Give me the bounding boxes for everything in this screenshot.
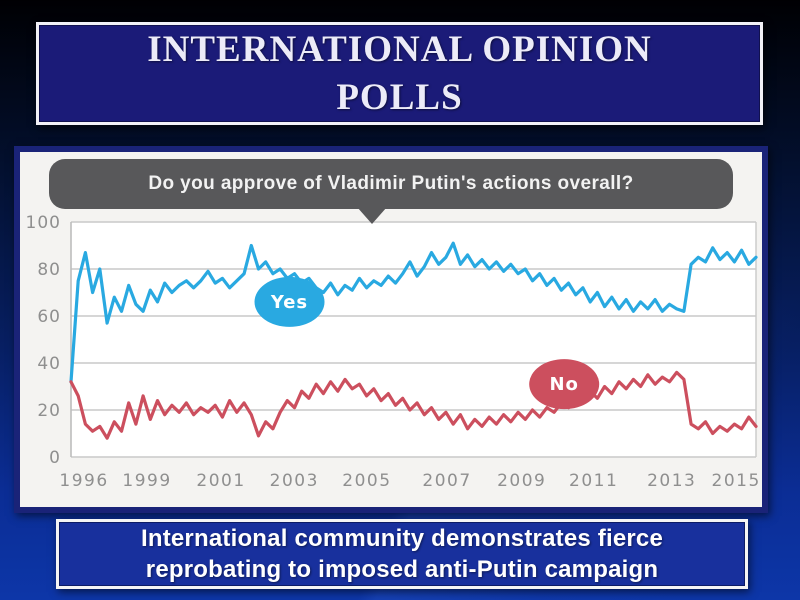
x-tick-label-2001: 2001 — [196, 471, 245, 491]
x-tick-label-2005: 2005 — [342, 471, 391, 491]
page-title-line-2: POLLS — [336, 76, 463, 118]
x-tick-label-2015: 2015 — [712, 471, 761, 491]
no-line — [69, 370, 758, 440]
x-tick-label-2003: 2003 — [270, 471, 319, 491]
y-tick-label-20: 20 — [37, 401, 61, 421]
poll-chart: 100 80 60 40 20 0 1996 1999 2001 2003 2005 2007 2009… — [26, 213, 761, 491]
x-tick-label-1999: 1999 — [122, 471, 171, 491]
x-tick-label-2009: 2009 — [497, 471, 546, 491]
caption-line-2: reprobating to imposed anti-Putin campai… — [145, 556, 659, 583]
no-label-text: No — [549, 374, 578, 395]
x-tick-label-2007: 2007 — [422, 471, 471, 491]
caption-banner: International community demonstrates fie… — [56, 519, 748, 589]
yes-label-text: Yes — [270, 292, 308, 313]
title-banner: INTERNATIONAL OPINION POLLS — [36, 22, 763, 125]
y-tick-label-80: 80 — [37, 260, 61, 280]
y-tick-label-100: 100 — [26, 213, 61, 233]
y-tick-label-60: 60 — [37, 307, 61, 327]
x-tick-label-2013: 2013 — [647, 471, 696, 491]
bubble-tail-icon — [357, 207, 387, 224]
question-text: Do you approve of Vladimir Putin's actio… — [148, 173, 634, 194]
y-tick-label-0: 0 — [49, 448, 61, 468]
x-tick-label-1996: 1996 — [59, 471, 108, 491]
yes-line — [69, 241, 758, 384]
yes-label-oval — [254, 276, 325, 327]
plot-background — [71, 222, 756, 457]
x-tick-label-2011: 2011 — [569, 471, 618, 491]
caption-line-1: International community demonstrates fie… — [140, 524, 664, 552]
no-label-oval — [529, 359, 600, 410]
chart-panel: Do you approve of Vladimir Putin's actio… — [14, 146, 768, 513]
page-title-line-1: INTERNATIONAL OPINION — [147, 29, 652, 71]
question-bubble: Do you approve of Vladimir Putin's actio… — [49, 159, 733, 224]
y-tick-label-40: 40 — [37, 354, 61, 374]
